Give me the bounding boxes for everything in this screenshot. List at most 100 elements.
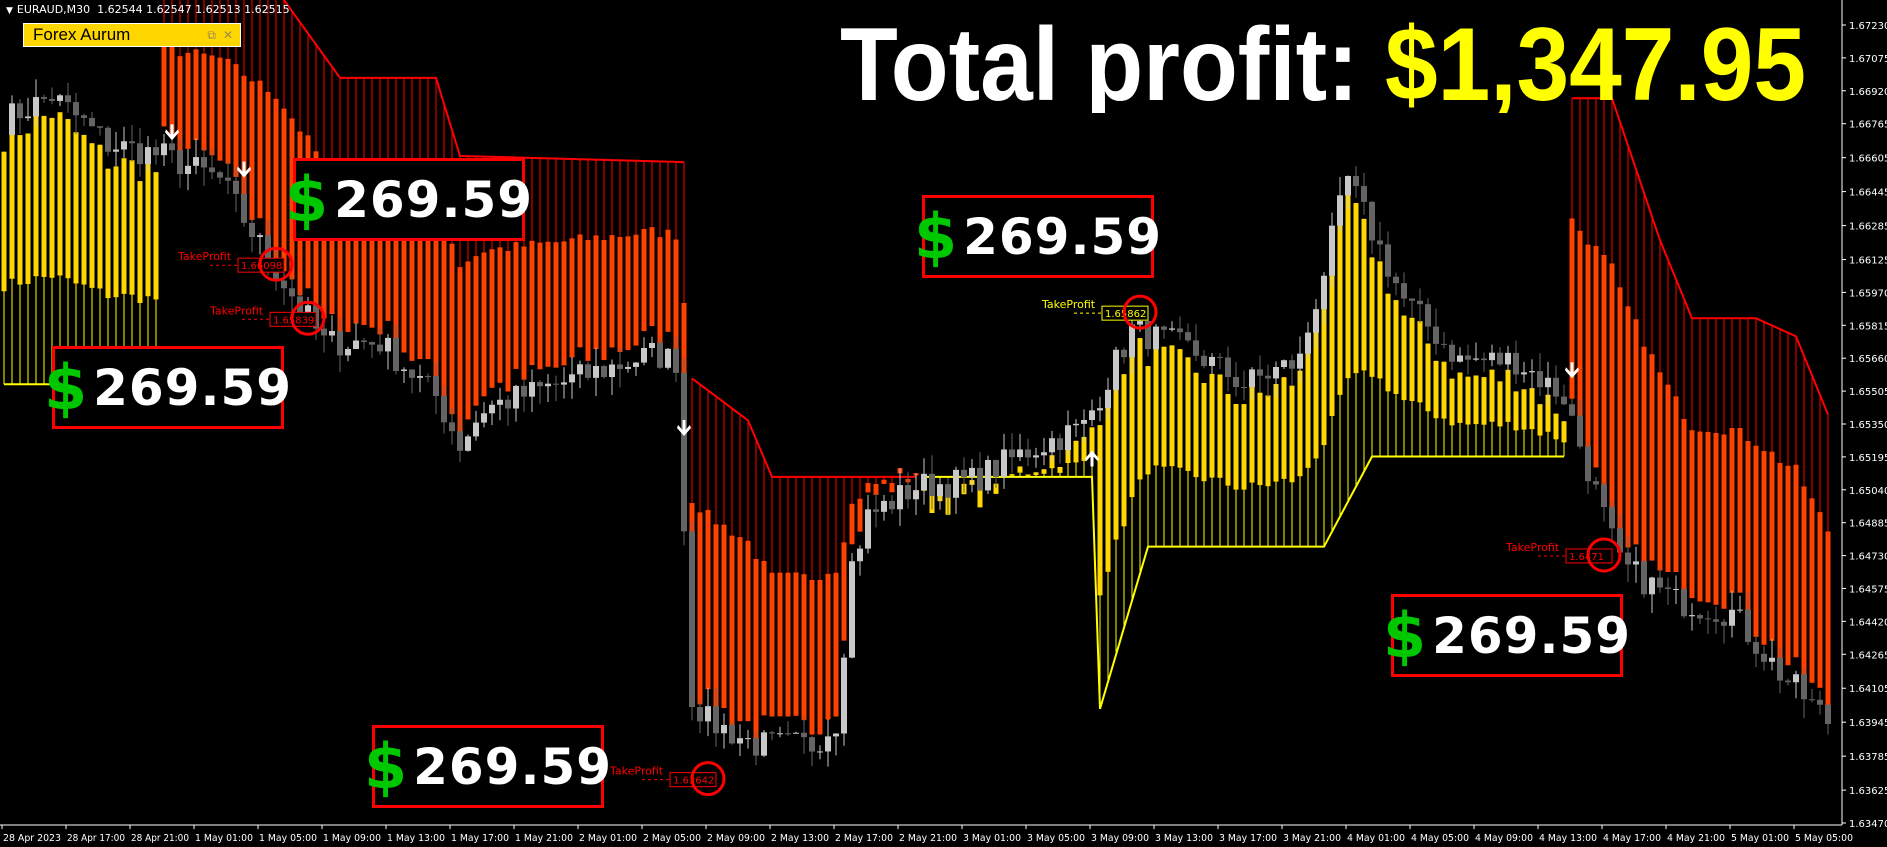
candle-body (1825, 704, 1831, 724)
sell-thick-bar (1745, 441, 1751, 626)
buy-thick-bar (1265, 395, 1271, 487)
candle-body (689, 531, 695, 708)
sell-thick-bar (769, 572, 775, 717)
candle-body (1489, 352, 1495, 361)
buy-thick-bar (1129, 341, 1135, 498)
svg-text:Total profit: $1,347.95: Total profit: $1,347.95 (840, 18, 1806, 113)
candle-body (1097, 408, 1103, 411)
candle-body (193, 157, 199, 166)
x-tick-label: 1 May 13:00 (387, 833, 445, 844)
sell-thick-bar (345, 179, 351, 333)
buy-thick-bar (1441, 361, 1447, 419)
candle-body (217, 172, 223, 178)
profit-amount: 269.59 (963, 207, 1163, 266)
sell-thick-bar (865, 483, 871, 493)
buy-thick-bar (977, 489, 983, 508)
buy-thick-bar (1289, 385, 1295, 483)
sell-thick-bar (553, 242, 559, 368)
sell-thick-bar (409, 191, 415, 361)
candle-body (1425, 304, 1431, 327)
candle-body (537, 382, 543, 387)
candle-body (257, 235, 263, 238)
take-profit-label: TakeProfit (1505, 541, 1560, 554)
y-tick-label: 1.64420 (1849, 617, 1887, 628)
sell-trend-line (1572, 97, 1829, 415)
buy-thick-bar (153, 172, 159, 300)
y-tick-label: 1.65505 (1849, 387, 1887, 398)
candle-body (633, 362, 639, 367)
expert-panel[interactable]: Forex Aurum ⧉ ✕ (23, 23, 241, 47)
buy-thick-bar (1025, 474, 1031, 476)
sell-thick-bar (457, 267, 463, 434)
candle-body (1793, 674, 1799, 683)
candle-body (905, 485, 911, 500)
candle-body (1713, 619, 1719, 622)
candle-body (345, 349, 351, 356)
buy-thick-bar (1401, 315, 1407, 401)
candle-body (665, 348, 671, 368)
candle-body (425, 376, 431, 378)
y-tick-label: 1.66920 (1849, 87, 1887, 98)
buy-thick-bar (1425, 343, 1431, 412)
profit-box: $269.59 (914, 195, 1161, 278)
buy-thick-bar (1409, 317, 1415, 401)
candle-body (577, 364, 583, 375)
candles (9, 79, 1831, 767)
candle-body (585, 364, 591, 378)
candle-body (81, 115, 87, 118)
sell-thick-bar (1777, 462, 1783, 664)
buy-thick-bar (81, 134, 87, 285)
buy-arrow-icon (1085, 450, 1099, 467)
sell-thick-bar (849, 503, 855, 545)
sell-thick-bar (1825, 531, 1831, 708)
x-tick-label: 3 May 17:00 (1219, 833, 1277, 844)
candle-body (1081, 419, 1087, 424)
y-tick-label: 1.67075 (1849, 54, 1887, 65)
candle-body (1777, 657, 1783, 681)
candle-body (1369, 201, 1375, 241)
sell-thick-bar (497, 247, 503, 383)
sell-thick-bar (201, 53, 207, 151)
candle-body (777, 733, 783, 735)
dropdown-triangle-icon[interactable]: ▼ (6, 6, 13, 16)
sell-thick-bar (169, 46, 175, 134)
candle-body (1633, 561, 1639, 565)
candle-body (825, 736, 831, 752)
sell-thick-bar (513, 242, 519, 369)
candle-body (1033, 455, 1039, 458)
candle-body (281, 280, 287, 289)
restore-icon[interactable]: ⧉ (207, 27, 216, 42)
sell-thick-bar (617, 236, 623, 352)
sell-thick-bar (833, 572, 839, 717)
candle-body (393, 337, 399, 371)
candle-body (1009, 449, 1015, 458)
take-profit-label: TakeProfit (177, 250, 232, 263)
candle-body (969, 467, 975, 478)
buy-thick-bar (1497, 381, 1503, 427)
candle-body (801, 732, 807, 738)
sell-thick-bar (793, 572, 799, 716)
buy-thick-bar (145, 164, 151, 297)
sell-thick-bar (1697, 431, 1703, 602)
candle-body (129, 141, 135, 144)
candle-body (1105, 389, 1111, 409)
buy-thick-bar (33, 114, 39, 277)
candle-body (833, 733, 839, 737)
close-icon[interactable]: ✕ (222, 28, 233, 42)
x-tick-label: 1 May 01:00 (195, 833, 253, 844)
sell-thick-bar (745, 540, 751, 722)
candle-body (641, 347, 647, 363)
candle-body (305, 305, 311, 313)
candle-body (1601, 484, 1607, 508)
candle-body (1065, 425, 1071, 451)
candle-body (1209, 356, 1215, 367)
sell-trend-line (282, 0, 685, 164)
candle-body (49, 98, 55, 101)
buy-thick-bar (105, 168, 111, 299)
sell-thick-bar (1785, 465, 1791, 666)
sell-thick-bar (161, 43, 167, 127)
candle-body (1025, 449, 1031, 458)
sell-trend-line (691, 377, 916, 478)
x-tick-label: 1 May 05:00 (259, 833, 317, 844)
